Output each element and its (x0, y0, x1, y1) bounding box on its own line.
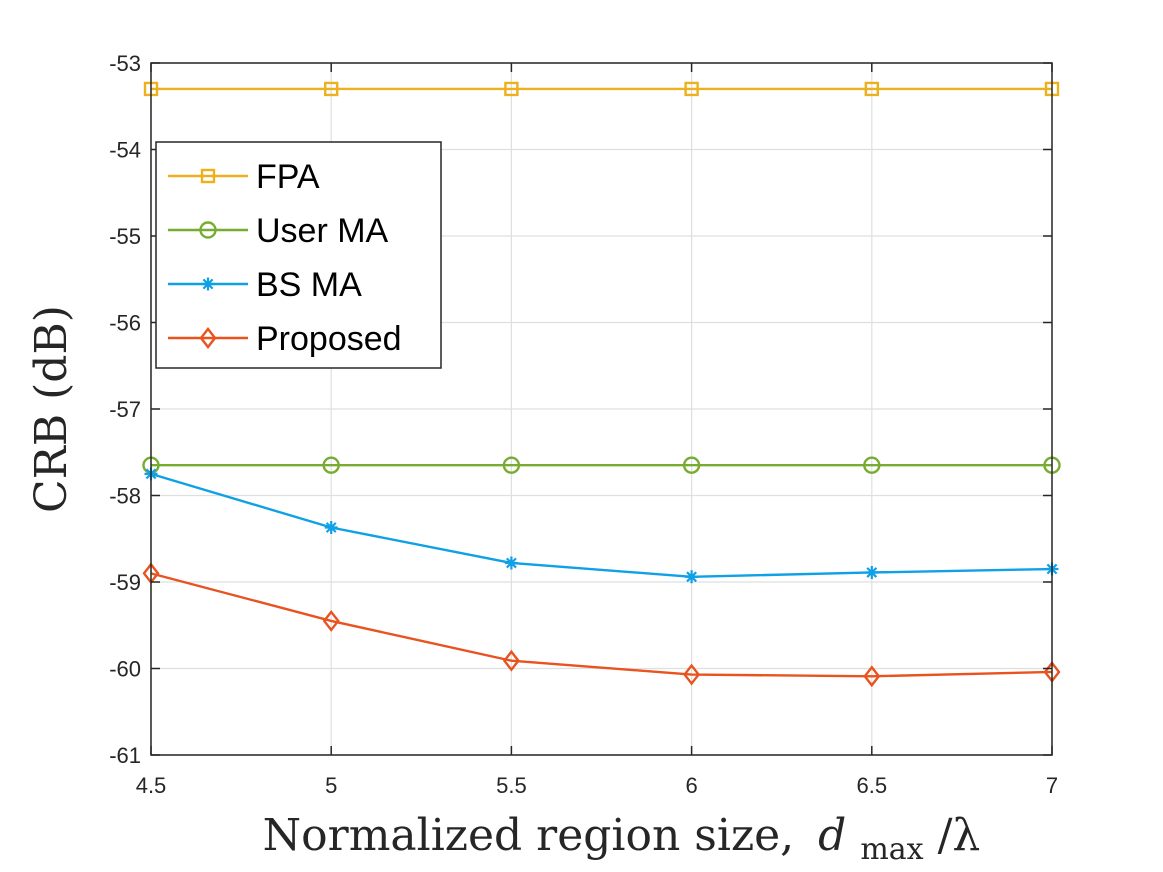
legend-marker-user-ma (199, 221, 217, 239)
series-line-proposed (150, 572, 1053, 678)
y-tick-label: -53 (109, 51, 141, 76)
x-tick-label: 5.5 (496, 773, 527, 798)
legend-label-user-ma: User MA (256, 212, 389, 250)
data-point-bs-ma (324, 521, 338, 535)
data-point-fpa (324, 81, 339, 97)
x-axis-label-var: d (818, 810, 846, 861)
legend: FPA User MA BS MA Proposed (155, 141, 442, 369)
legend-box (155, 141, 442, 369)
x-axis-label-tail: /λ (938, 810, 981, 861)
x-tick-label: 7 (1046, 773, 1058, 798)
x-tick-label: 6.5 (857, 773, 888, 798)
x-axis-label: Normalized region size, d max /λ (263, 810, 981, 870)
data-point-proposed (502, 649, 520, 672)
y-tick-label: -61 (109, 743, 141, 768)
series-line-bs-ma (150, 472, 1053, 579)
legend-label-proposed: Proposed (256, 320, 402, 358)
x-tick-label: 6 (685, 773, 697, 798)
legend-item-fpa: FPA (168, 158, 320, 196)
data-point-user-ma (322, 456, 340, 474)
y-tick-label: -58 (109, 484, 141, 509)
data-point-fpa (684, 81, 699, 97)
y-tick-label: -59 (109, 570, 141, 595)
y-tick-label: -55 (109, 224, 141, 249)
data-point-user-ma (502, 456, 521, 474)
legend-item-bs-ma: BS MA (168, 266, 362, 304)
data-point-user-ma (682, 456, 701, 474)
data-point-fpa (504, 81, 519, 97)
data-point-bs-ma (504, 556, 518, 570)
legend-item-proposed: Proposed (168, 320, 402, 358)
legend-item-user-ma: User MA (168, 212, 389, 250)
legend-marker-fpa (200, 168, 216, 184)
legend-label-bs-ma: BS MA (256, 266, 362, 304)
data-point-proposed (683, 663, 701, 686)
x-tick-label: 4.5 (136, 773, 167, 798)
data-point-proposed (863, 665, 881, 688)
y-axis-label: CRB (dB) (26, 305, 77, 513)
data-point-bs-ma (685, 570, 699, 584)
legend-label-fpa: FPA (256, 158, 320, 196)
x-axis-label-sub: max (860, 832, 923, 867)
tick-labels: 4.5 5 5.5 6 6.5 7 -61 -60 -59 -58 -57 -56 -55 -54 -53 (109, 51, 1058, 798)
data-point-bs-ma (865, 565, 879, 579)
y-tick-label: -56 (109, 311, 141, 336)
legend-marker-bs-ma (201, 277, 215, 291)
y-tick-label: -57 (109, 397, 141, 422)
axis-ticks (150, 62, 1053, 756)
x-axis-label-main: Normalized region size, (263, 810, 794, 861)
y-tick-label: -54 (109, 138, 141, 163)
y-tick-label: -60 (109, 657, 141, 682)
data-point-fpa (864, 81, 879, 97)
x-tick-label: 5 (325, 773, 337, 798)
data-point-proposed (322, 609, 340, 632)
legend-marker-proposed (199, 327, 217, 349)
data-point-user-ma (863, 456, 881, 474)
